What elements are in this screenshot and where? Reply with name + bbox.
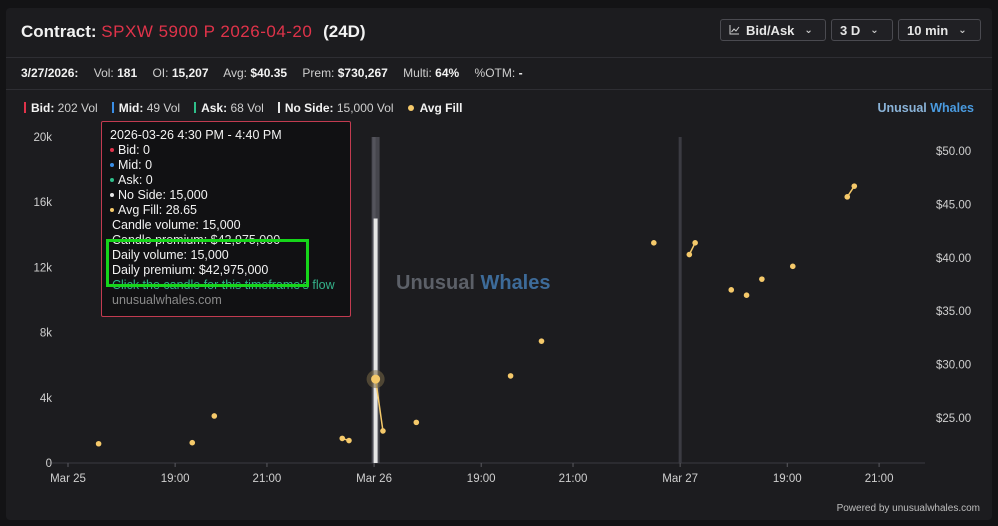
avg-fill-point <box>686 251 693 258</box>
y-right-tick-label: $40.00 <box>936 253 971 265</box>
stat-premium: Prem: $730,267 <box>302 66 388 80</box>
stats-date: 3/27/2026: <box>21 66 79 80</box>
x-tick-label: 19:00 <box>773 473 802 485</box>
legend-swatch <box>111 102 114 113</box>
y-left-tick-label: 8k <box>40 328 52 340</box>
x-tick-label: Mar 25 <box>50 473 86 485</box>
x-tick-label: Mar 26 <box>356 473 392 485</box>
chart-legend: Bid: 202 Vol Mid: 49 Vol Ask: 68 Vol No … <box>24 101 462 115</box>
legend-no-side[interactable]: No Side: 15,000 Vol <box>277 101 394 115</box>
stat-avg: Avg: $40.35 <box>223 66 288 80</box>
header-divider <box>6 57 992 58</box>
contract-symbol[interactable]: SPXW 5900 P 2026-04-20 <box>101 22 313 41</box>
tooltip-daily-volume: Daily volume: 15,000 <box>112 248 229 262</box>
legend-swatch <box>194 102 197 113</box>
avg-fill-point <box>189 439 196 446</box>
avg-fill-point <box>507 373 514 379</box>
watermark: Unusual Whales <box>396 272 551 294</box>
tooltip-no-side: No Side: 15,000 <box>110 188 350 203</box>
y-left-tick-label: 16k <box>33 197 52 209</box>
highlight-box <box>106 239 309 287</box>
brand-logo: Unusual Whales <box>877 101 974 115</box>
tooltip-site: unusualwhales.com <box>112 293 222 307</box>
tooltip-ask: Ask: 0 <box>110 173 350 188</box>
avg-fill-point <box>728 287 735 293</box>
avg-fill-point <box>759 276 765 282</box>
chart-mode-label: Bid/Ask <box>746 22 795 38</box>
chart-line-icon <box>729 23 740 38</box>
stats-divider <box>6 89 992 90</box>
x-tick-label: 19:00 <box>161 473 190 485</box>
legend-bid[interactable]: Bid: 202 Vol <box>24 101 98 115</box>
contract-title: Contract: SPXW 5900 P 2026-04-20 (24D) <box>21 22 366 42</box>
days-to-expiry: (24D) <box>323 22 366 41</box>
stat-multi: Multi: 64% <box>403 66 460 80</box>
y-right-tick-label: $50.00 <box>936 146 971 158</box>
x-tick-label: 21:00 <box>559 473 588 485</box>
y-left-tick-label: 12k <box>33 262 52 274</box>
interval-label: 10 min <box>907 22 949 38</box>
y-right-tick-label: $45.00 <box>936 199 971 211</box>
avg-fill-point <box>380 428 386 434</box>
avg-fill-point <box>789 263 796 270</box>
no-side-bar <box>373 218 378 463</box>
range-dropdown[interactable]: 3 D ⌄ <box>831 19 893 41</box>
avg-fill-point <box>339 435 346 442</box>
legend-ask[interactable]: Ask: 68 Vol <box>194 101 264 115</box>
x-tick-label: 21:00 <box>253 473 282 485</box>
stat-oi: OI: 15,207 <box>152 66 209 80</box>
x-tick-label: Mar 27 <box>662 473 698 485</box>
chart-mode-dropdown[interactable]: Bid/Ask ⌄ <box>720 19 826 41</box>
avg-fill-point <box>211 413 218 419</box>
stat-volume: Vol: 181 <box>93 66 138 80</box>
tooltip-mid: Mid: 0 <box>110 158 350 173</box>
legend-avg-fill[interactable]: Avg Fill <box>407 101 462 115</box>
avg-fill-point <box>346 437 352 444</box>
avg-fill-point <box>692 240 698 246</box>
avg-fill-point-active <box>371 374 381 384</box>
y-right-tick-label: $25.00 <box>936 413 971 425</box>
chevron-down-icon: ⌄ <box>870 24 879 36</box>
avg-fill-point <box>538 338 545 344</box>
tooltip-time: 2026-03-26 4:30 PM - 4:40 PM <box>110 128 282 142</box>
tooltip-candle-volume: Candle volume: 15,000 <box>112 218 241 232</box>
tooltip-daily-premium: Daily premium: $42,975,000 <box>112 263 269 277</box>
avg-fill-point <box>743 292 750 298</box>
y-left-tick-label: 4k <box>40 393 52 405</box>
tooltip-bid: Bid: 0 <box>110 143 350 158</box>
session-marker <box>678 137 682 463</box>
y-left-tick-label: 0 <box>46 458 52 470</box>
legend-swatch <box>24 102 26 113</box>
legend-dot <box>407 105 414 111</box>
x-tick-label: 19:00 <box>467 473 496 485</box>
y-right-tick-label: $30.00 <box>936 360 971 372</box>
tooltip-avg-fill: Avg Fill: 28.65 <box>110 203 350 218</box>
y-left-tick-label: 20k <box>33 132 52 144</box>
avg-fill-point <box>844 194 851 200</box>
candle-tooltip: 2026-03-26 4:30 PM - 4:40 PM Bid: 0 Mid:… <box>101 121 351 317</box>
chevron-down-icon: ⌄ <box>804 24 813 36</box>
legend-swatch <box>277 102 280 113</box>
avg-fill-point <box>413 419 420 426</box>
range-label: 3 D <box>840 22 861 38</box>
powered-by: Powered by unusualwhales.com <box>836 503 980 514</box>
contract-label: Contract: <box>21 22 97 41</box>
legend-mid[interactable]: Mid: 49 Vol <box>111 101 180 115</box>
interval-dropdown[interactable]: 10 min ⌄ <box>898 19 981 41</box>
y-right-tick-label: $35.00 <box>936 306 971 318</box>
avg-fill-point <box>95 440 102 447</box>
x-tick-label: 21:00 <box>865 473 894 485</box>
avg-fill-point <box>851 183 858 189</box>
stats-bar: 3/27/2026: Vol: 181 OI: 15,207 Avg: $40.… <box>21 66 535 80</box>
avg-fill-point <box>651 240 657 246</box>
chevron-down-icon: ⌄ <box>958 24 967 36</box>
stat-otm: %OTM: - <box>474 66 523 80</box>
